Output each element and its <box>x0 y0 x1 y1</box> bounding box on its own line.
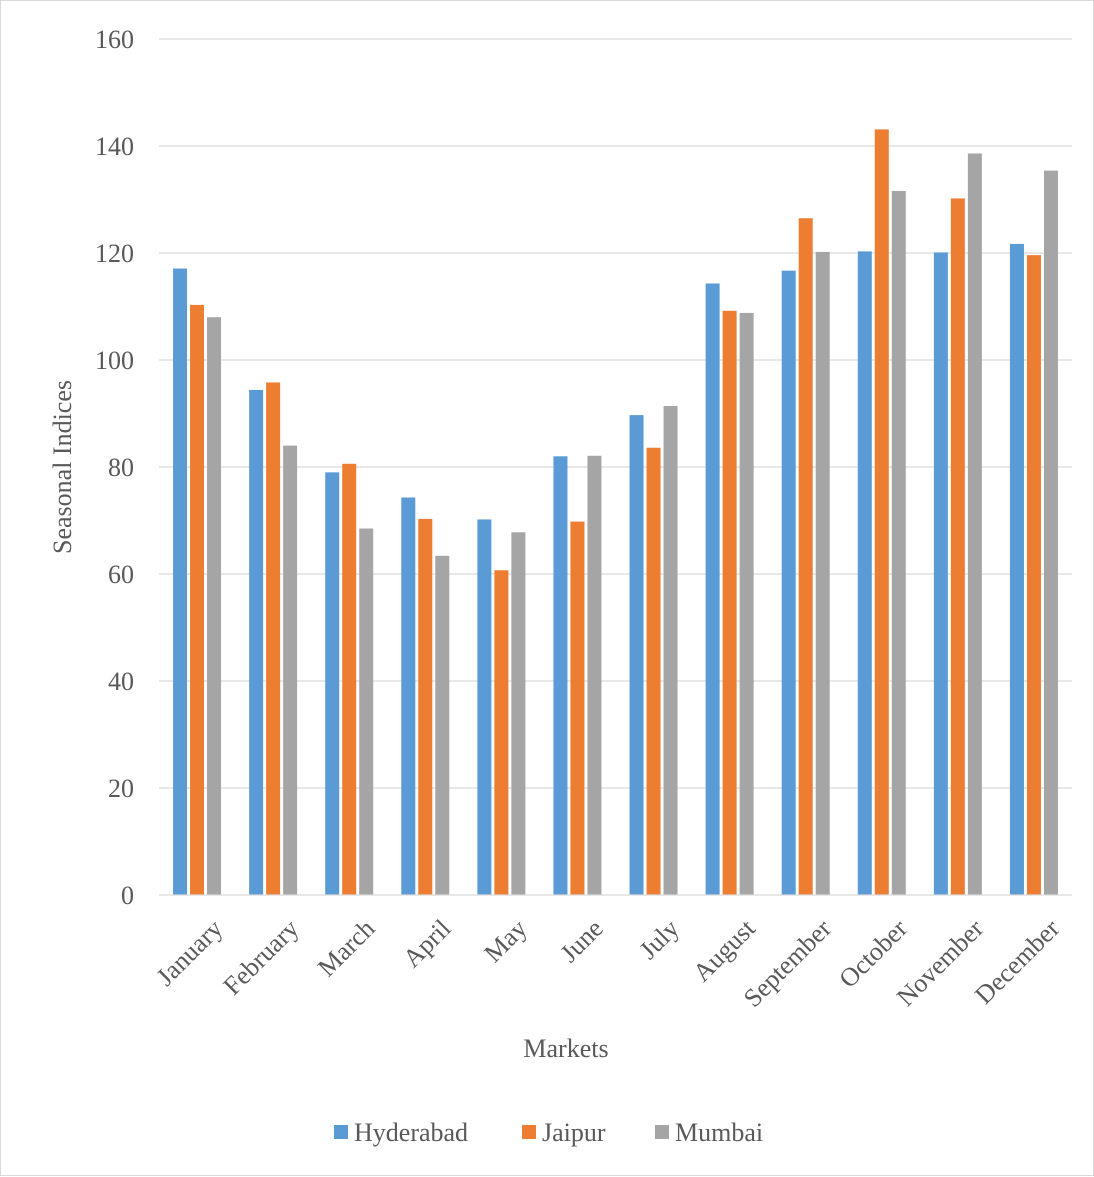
y-axis-tick-labels: 0 20 40 60 80 100 120 140 160 <box>95 25 134 910</box>
legend-swatch-mumbai <box>655 1125 669 1139</box>
bar-hyderabad-july <box>629 415 644 895</box>
gridlines <box>159 38 1072 789</box>
bar-mumbai-july <box>663 406 678 895</box>
y-tick-label: 140 <box>95 132 134 161</box>
bar-hyderabad-september <box>781 270 796 895</box>
bar-mumbai-february <box>283 445 298 895</box>
bar-hyderabad-november <box>933 252 948 896</box>
bar-mumbai-may <box>511 532 526 895</box>
bar-hyderabad-may <box>477 519 492 895</box>
bar-mumbai-october <box>891 190 906 895</box>
y-tick-label: 160 <box>95 25 134 54</box>
bar-mumbai-june <box>587 455 602 895</box>
y-axis-title: Seasonal Indices <box>48 380 77 554</box>
bar-hyderabad-march <box>325 472 340 895</box>
bar-mumbai-january <box>207 317 222 895</box>
legend-swatch-hyderabad <box>334 1125 348 1139</box>
bar-hyderabad-june <box>553 456 568 895</box>
bar-hyderabad-january <box>173 268 188 895</box>
bar-jaipur-may <box>494 570 509 895</box>
y-tick-label: 0 <box>121 881 134 910</box>
y-tick-label: 20 <box>108 774 134 803</box>
legend-label-mumbai: Mumbai <box>675 1118 763 1147</box>
bar-jaipur-november <box>950 198 965 895</box>
legend-swatch-jaipur <box>522 1125 536 1139</box>
bar-hyderabad-february <box>249 389 264 895</box>
x-tick-label: June <box>555 914 609 968</box>
bar-mumbai-april <box>435 555 450 895</box>
bars <box>173 129 1058 896</box>
bar-jaipur-july <box>646 447 661 895</box>
bar-mumbai-march <box>359 528 374 895</box>
y-tick-label: 60 <box>108 560 134 589</box>
y-tick-label: 40 <box>108 667 134 696</box>
bar-jaipur-september <box>798 218 813 896</box>
bar-hyderabad-august <box>705 283 720 895</box>
x-tick-label: July <box>634 914 685 965</box>
y-tick-label: 80 <box>108 453 134 482</box>
x-tick-label: May <box>478 914 532 968</box>
bar-jaipur-april <box>418 518 433 895</box>
bar-hyderabad-october <box>857 251 872 895</box>
bar-jaipur-february <box>266 382 281 896</box>
x-tick-label: February <box>218 914 305 1001</box>
x-axis-title: Markets <box>523 1034 608 1063</box>
bar-jaipur-august <box>722 310 737 895</box>
bar-jaipur-january <box>190 304 205 895</box>
x-tick-label: April <box>397 914 456 973</box>
y-tick-label: 120 <box>95 239 134 268</box>
bar-jaipur-october <box>874 129 889 896</box>
x-tick-label: December <box>969 914 1065 1010</box>
bar-mumbai-december <box>1043 170 1058 896</box>
bar-jaipur-june <box>570 521 585 895</box>
bar-mumbai-november <box>967 153 982 896</box>
legend: Hyderabad Jaipur Mumbai <box>334 1118 763 1147</box>
bar-mumbai-september <box>815 251 830 895</box>
legend-label-jaipur: Jaipur <box>542 1118 606 1147</box>
bar-jaipur-december <box>1026 255 1041 895</box>
bar-hyderabad-december <box>1009 243 1024 895</box>
bar-mumbai-august <box>739 312 754 895</box>
x-tick-label: March <box>312 914 380 982</box>
bar-hyderabad-april <box>401 497 416 895</box>
y-tick-label: 100 <box>95 346 134 375</box>
legend-label-hyderabad: Hyderabad <box>354 1118 468 1147</box>
x-tick-label: August <box>687 913 761 987</box>
bar-jaipur-march <box>342 463 357 895</box>
